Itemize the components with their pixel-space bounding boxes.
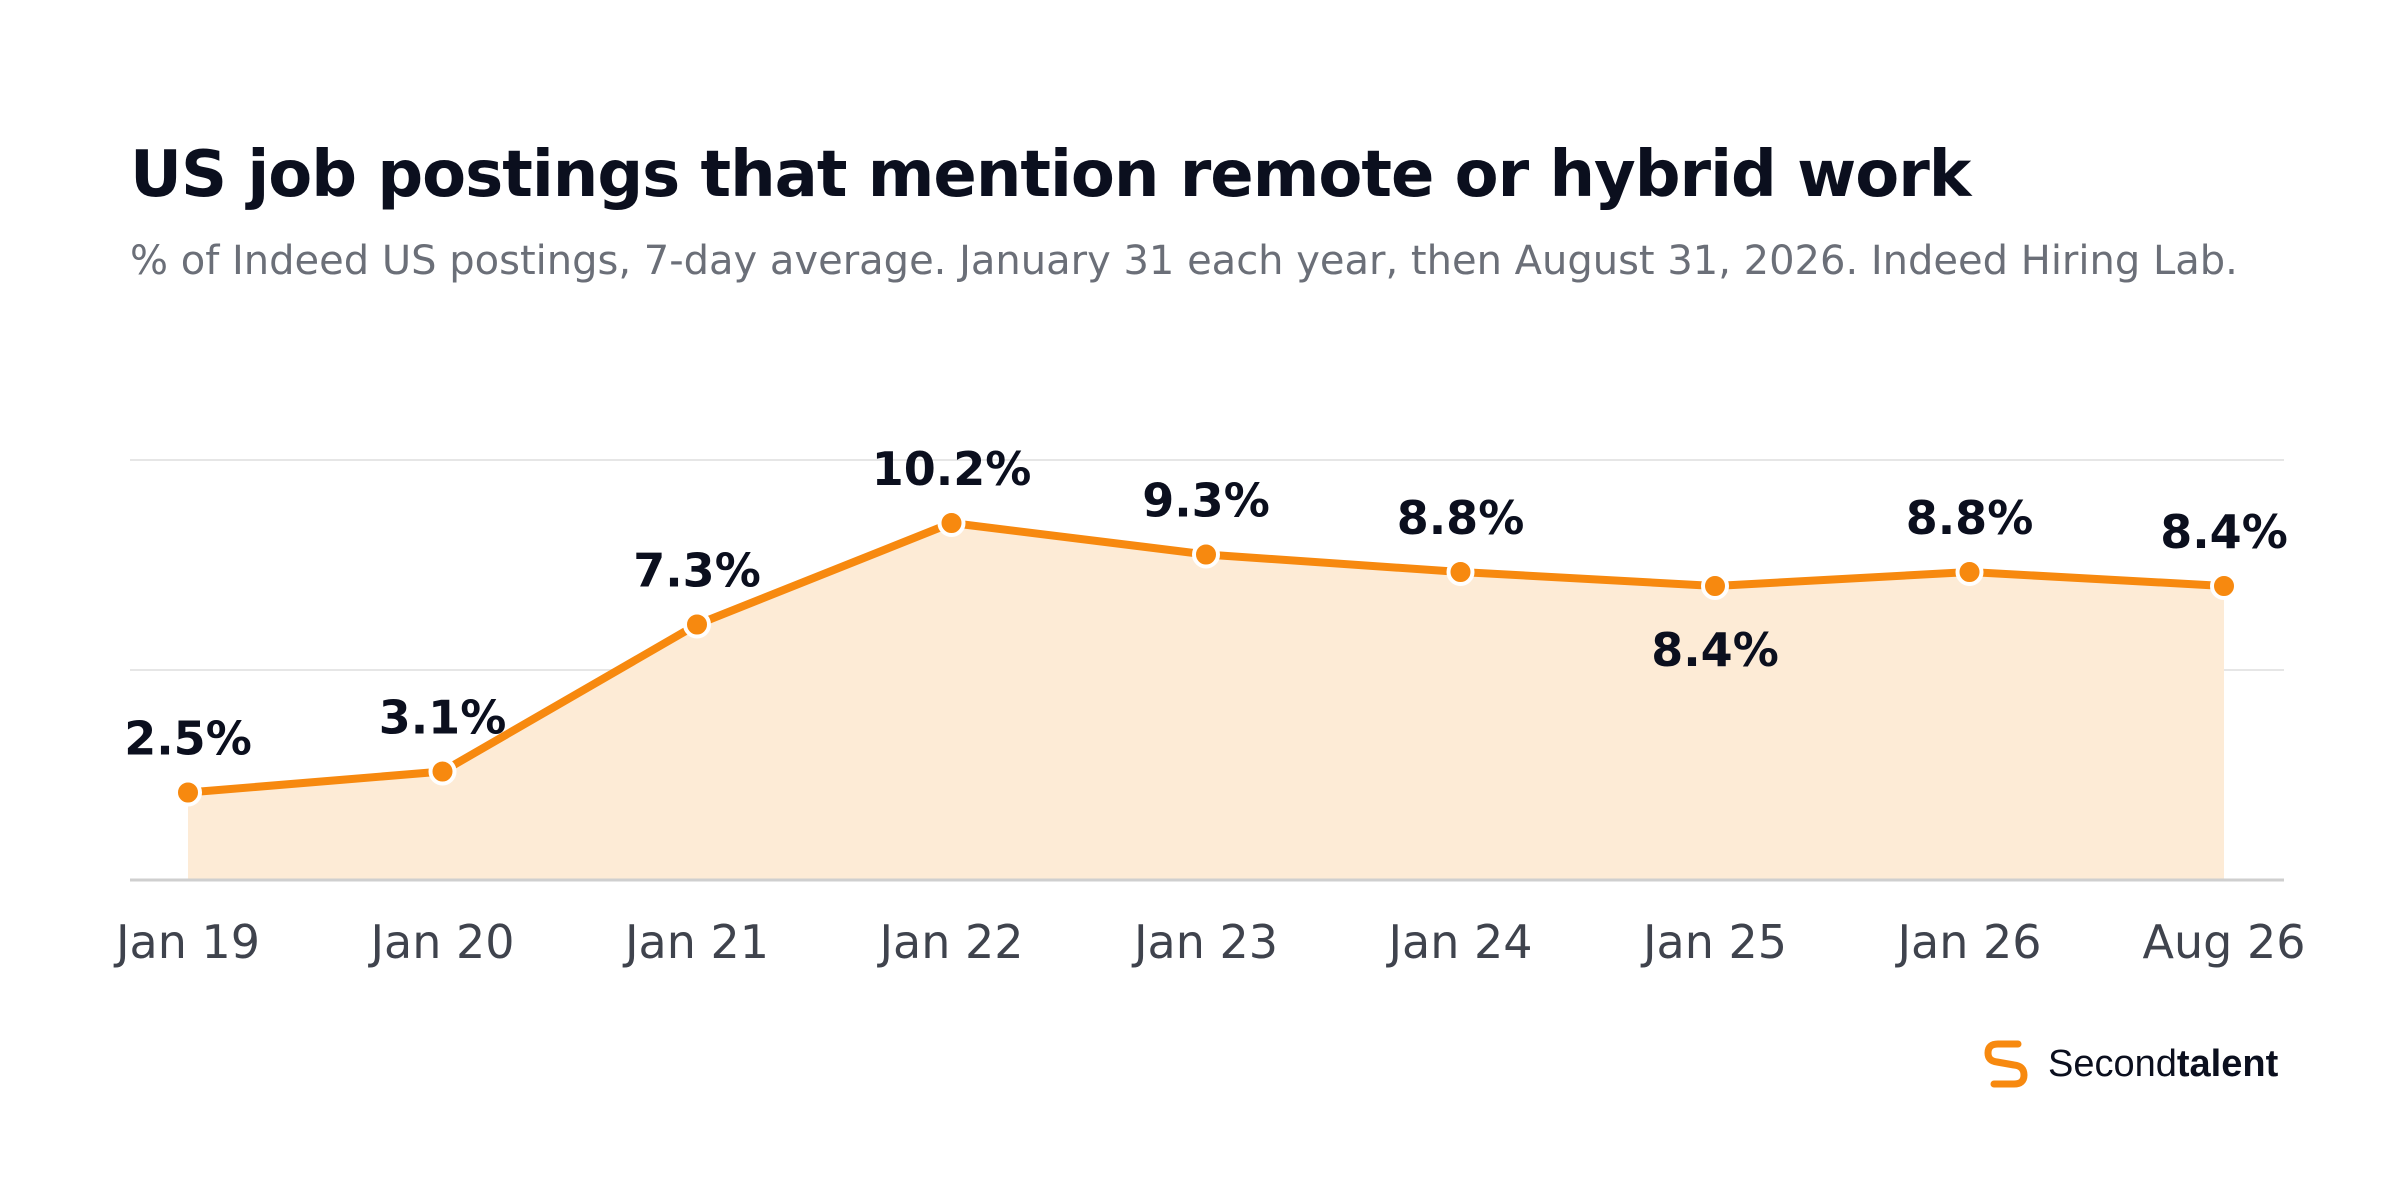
data-label: 7.3% <box>633 544 761 598</box>
x-tick-label: Jan 19 <box>113 915 260 969</box>
data-label: 2.5% <box>124 712 252 766</box>
chart-subtitle: % of Indeed US postings, 7-day average. … <box>130 238 2238 284</box>
x-tick-label: Jan 20 <box>367 915 514 969</box>
area-fill <box>188 523 2224 880</box>
data-label: 8.8% <box>1397 491 1525 545</box>
data-point <box>937 509 966 537</box>
data-point <box>428 757 457 786</box>
data-label: 8.8% <box>1906 491 2034 545</box>
data-point <box>1446 558 1475 586</box>
brand-logo: Secondtalent <box>1978 1034 2278 1094</box>
secondtalent-logo-icon <box>1984 1040 2028 1088</box>
data-point <box>1701 572 1729 600</box>
data-point <box>683 610 711 639</box>
data-label: 9.3% <box>1142 474 1270 528</box>
x-tick-label: Jan 24 <box>1385 915 1532 969</box>
x-tick-label: Jan 25 <box>1640 915 1787 969</box>
data-point <box>1955 558 1984 586</box>
data-point <box>174 778 202 807</box>
x-tick-label: Jan 21 <box>622 915 769 969</box>
data-point <box>1192 540 1220 569</box>
data-label: 8.4% <box>2160 505 2288 559</box>
x-tick-label: Aug 26 <box>2143 915 2306 969</box>
x-tick-label: Jan 22 <box>876 915 1023 969</box>
data-point <box>2210 572 2238 600</box>
brand-name: Secondtalent <box>2048 1042 2279 1085</box>
data-label: 8.4% <box>1651 623 1779 677</box>
x-tick-label: Jan 23 <box>1131 915 1278 969</box>
chart-title: US job postings that mention remote or h… <box>130 138 1971 212</box>
data-label: 3.1% <box>379 691 507 745</box>
data-label: 10.2% <box>872 442 1032 496</box>
x-tick-label: Jan 26 <box>1894 915 2041 969</box>
